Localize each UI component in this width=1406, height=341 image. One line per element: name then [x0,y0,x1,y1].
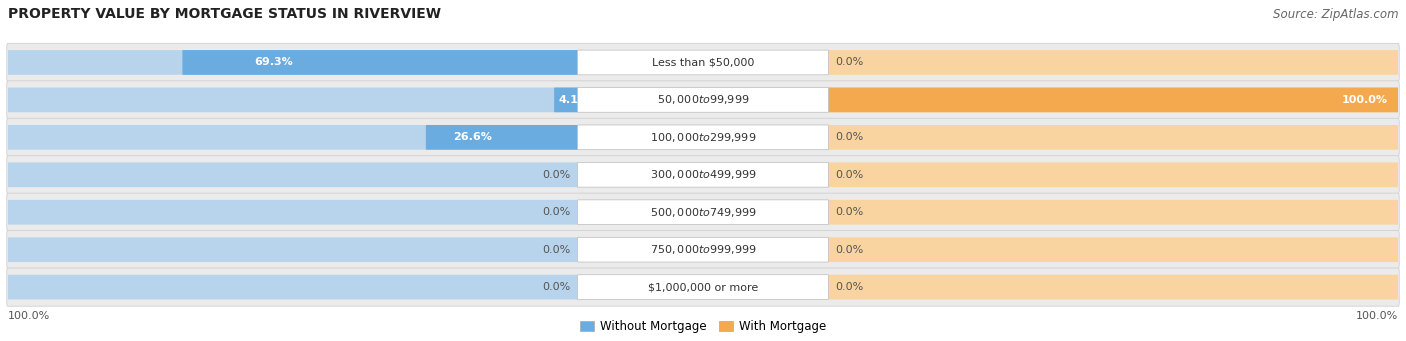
Text: Less than $50,000: Less than $50,000 [652,58,754,68]
Text: 0.0%: 0.0% [543,207,571,217]
FancyBboxPatch shape [828,200,1399,225]
FancyBboxPatch shape [828,88,1399,112]
Legend: Without Mortgage, With Mortgage: Without Mortgage, With Mortgage [575,315,831,337]
Text: $100,000 to $299,999: $100,000 to $299,999 [650,131,756,144]
Text: 0.0%: 0.0% [835,282,863,292]
FancyBboxPatch shape [7,200,578,225]
FancyBboxPatch shape [183,50,578,75]
Text: 0.0%: 0.0% [835,170,863,180]
Text: PROPERTY VALUE BY MORTGAGE STATUS IN RIVERVIEW: PROPERTY VALUE BY MORTGAGE STATUS IN RIV… [7,7,440,21]
FancyBboxPatch shape [828,50,1399,75]
Text: 0.0%: 0.0% [543,244,571,255]
FancyBboxPatch shape [7,162,578,187]
FancyBboxPatch shape [828,162,1399,187]
FancyBboxPatch shape [578,200,828,225]
FancyBboxPatch shape [426,125,578,150]
FancyBboxPatch shape [7,125,578,150]
FancyBboxPatch shape [578,237,828,262]
FancyBboxPatch shape [7,275,578,299]
Text: 0.0%: 0.0% [835,58,863,68]
FancyBboxPatch shape [7,118,1399,157]
Text: $300,000 to $499,999: $300,000 to $499,999 [650,168,756,181]
FancyBboxPatch shape [828,275,1399,299]
FancyBboxPatch shape [7,231,1399,269]
FancyBboxPatch shape [7,88,578,112]
Text: 100.0%: 100.0% [1341,95,1388,105]
FancyBboxPatch shape [578,162,828,187]
Text: 26.6%: 26.6% [454,132,492,142]
FancyBboxPatch shape [578,50,828,75]
FancyBboxPatch shape [554,88,578,112]
Text: Source: ZipAtlas.com: Source: ZipAtlas.com [1272,8,1399,21]
Text: 0.0%: 0.0% [835,207,863,217]
Text: 0.0%: 0.0% [543,170,571,180]
FancyBboxPatch shape [578,125,828,150]
FancyBboxPatch shape [7,156,1399,194]
FancyBboxPatch shape [7,50,578,75]
FancyBboxPatch shape [7,43,1399,81]
FancyBboxPatch shape [828,88,1399,112]
Text: $1,000,000 or more: $1,000,000 or more [648,282,758,292]
FancyBboxPatch shape [7,237,578,262]
Text: 0.0%: 0.0% [835,244,863,255]
Text: 100.0%: 100.0% [1357,311,1399,322]
Text: 0.0%: 0.0% [543,282,571,292]
FancyBboxPatch shape [7,193,1399,231]
Text: 69.3%: 69.3% [254,58,292,68]
Text: 4.1%: 4.1% [558,95,589,105]
Text: 0.0%: 0.0% [835,132,863,142]
Text: 100.0%: 100.0% [7,311,49,322]
FancyBboxPatch shape [828,125,1399,150]
Text: $50,000 to $99,999: $50,000 to $99,999 [657,93,749,106]
FancyBboxPatch shape [828,237,1399,262]
FancyBboxPatch shape [578,275,828,299]
FancyBboxPatch shape [7,268,1399,306]
Text: $750,000 to $999,999: $750,000 to $999,999 [650,243,756,256]
FancyBboxPatch shape [7,81,1399,119]
FancyBboxPatch shape [578,88,828,112]
Text: $500,000 to $749,999: $500,000 to $749,999 [650,206,756,219]
